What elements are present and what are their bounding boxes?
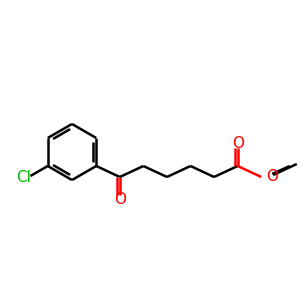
Text: O: O xyxy=(232,136,244,151)
Text: O: O xyxy=(266,169,278,184)
Text: O: O xyxy=(114,193,126,208)
Text: Cl: Cl xyxy=(16,169,31,184)
